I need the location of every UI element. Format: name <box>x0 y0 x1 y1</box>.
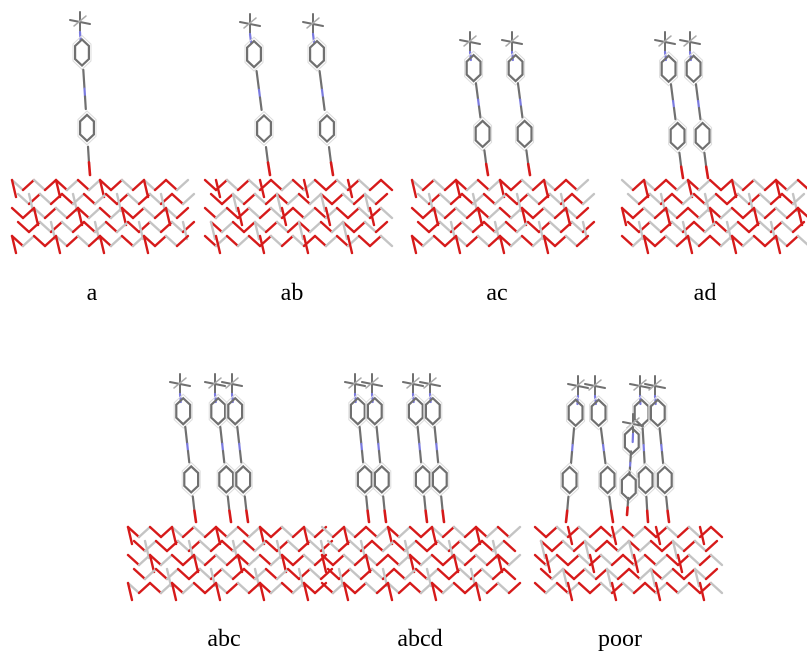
bond <box>647 511 648 522</box>
bond <box>662 452 663 463</box>
panel-label: poor <box>598 626 642 652</box>
bond <box>644 452 645 463</box>
bond <box>611 511 613 522</box>
bond <box>479 107 480 118</box>
bond <box>567 497 568 511</box>
bond <box>630 451 631 462</box>
bond <box>441 496 442 510</box>
bond <box>699 108 700 119</box>
bond <box>188 451 189 462</box>
bond <box>424 496 425 510</box>
bond <box>437 451 438 462</box>
bond <box>383 496 384 510</box>
bond <box>385 511 386 522</box>
bond <box>379 451 380 462</box>
bond <box>681 167 683 178</box>
bond <box>706 167 708 178</box>
bond <box>362 451 363 462</box>
bond <box>674 108 675 119</box>
bond <box>223 451 224 462</box>
bond <box>322 90 323 98</box>
bond <box>229 511 231 522</box>
bond <box>646 497 647 511</box>
panel-label: ad <box>694 280 717 306</box>
bond <box>668 511 669 522</box>
bond <box>85 97 86 110</box>
figure: a ab ac ad abc abcd poor <box>0 0 807 656</box>
panel-label: abcd <box>397 626 442 652</box>
bond <box>89 162 90 175</box>
bond <box>259 90 260 98</box>
panel-label: abc <box>207 626 240 652</box>
bond <box>643 428 644 445</box>
bond <box>240 451 241 462</box>
bond <box>85 89 86 97</box>
bond <box>366 496 367 510</box>
bond <box>426 511 427 522</box>
bond <box>83 70 84 89</box>
bond <box>566 511 567 522</box>
bond <box>443 511 444 522</box>
panel-label: a <box>87 280 98 306</box>
bond <box>368 511 369 522</box>
panel-label: ab <box>281 280 304 306</box>
bond <box>88 147 89 163</box>
bond <box>521 107 522 118</box>
bond <box>628 498 629 508</box>
bond <box>420 451 421 462</box>
bond <box>194 511 196 522</box>
bond <box>627 507 628 515</box>
bond <box>80 32 81 40</box>
bond <box>573 428 574 445</box>
bond <box>528 164 530 175</box>
bond <box>246 511 248 522</box>
bond <box>604 452 605 463</box>
bond <box>571 452 572 463</box>
bond <box>666 497 667 511</box>
bond <box>486 164 488 175</box>
panel-label: ac <box>486 280 507 306</box>
